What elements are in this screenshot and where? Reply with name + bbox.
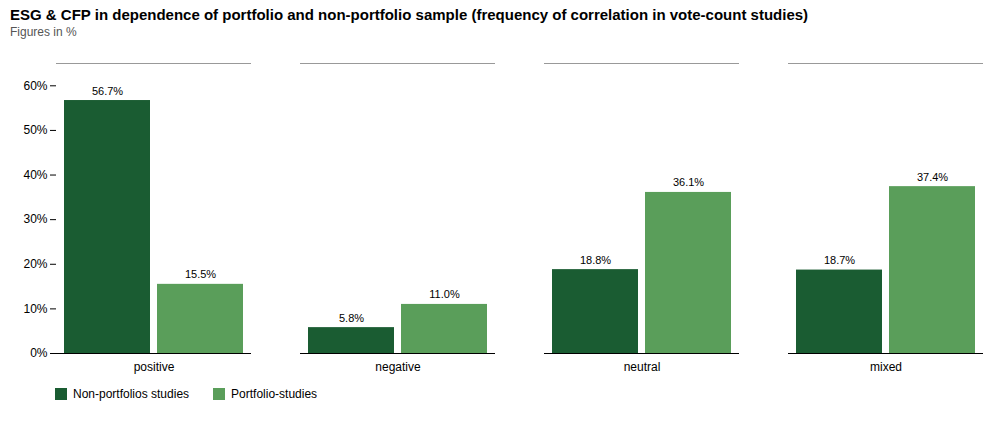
svg-text:negative: negative (375, 360, 421, 374)
svg-text:36.1%: 36.1% (673, 176, 704, 188)
svg-text:5.8%: 5.8% (339, 312, 364, 324)
html-text:Portfolio-studies: Portfolio-studies (231, 387, 318, 401)
svg-text:11.0%: 11.0% (429, 288, 460, 300)
svg-text:50%: 50% (23, 123, 47, 137)
svg-text:positive: positive (134, 360, 175, 374)
html-text:Non-portfolios studies: Non-portfolios studies (73, 387, 190, 401)
svg-text:18.7%: 18.7% (824, 254, 855, 266)
svg-text:30%: 30% (23, 212, 47, 226)
svg-text:0%: 0% (30, 346, 48, 360)
svg-text:37.4%: 37.4% (917, 171, 948, 183)
svg-text:neutral: neutral (624, 360, 661, 374)
svg-text:18.8%: 18.8% (580, 254, 611, 266)
svg-text:56.7%: 56.7% (92, 85, 123, 97)
svg-text:15.5%: 15.5% (185, 268, 216, 280)
html-text:Figures in %: Figures in % (10, 25, 77, 39)
svg-text:20%: 20% (23, 257, 47, 271)
html-text:ESG & CFP in dependence of por: ESG & CFP in dependence of portfolio and… (10, 6, 809, 23)
svg-text:mixed: mixed (870, 360, 902, 374)
svg-text:40%: 40% (23, 168, 47, 182)
svg-text:60%: 60% (23, 79, 47, 93)
svg-text:10%: 10% (23, 302, 47, 316)
